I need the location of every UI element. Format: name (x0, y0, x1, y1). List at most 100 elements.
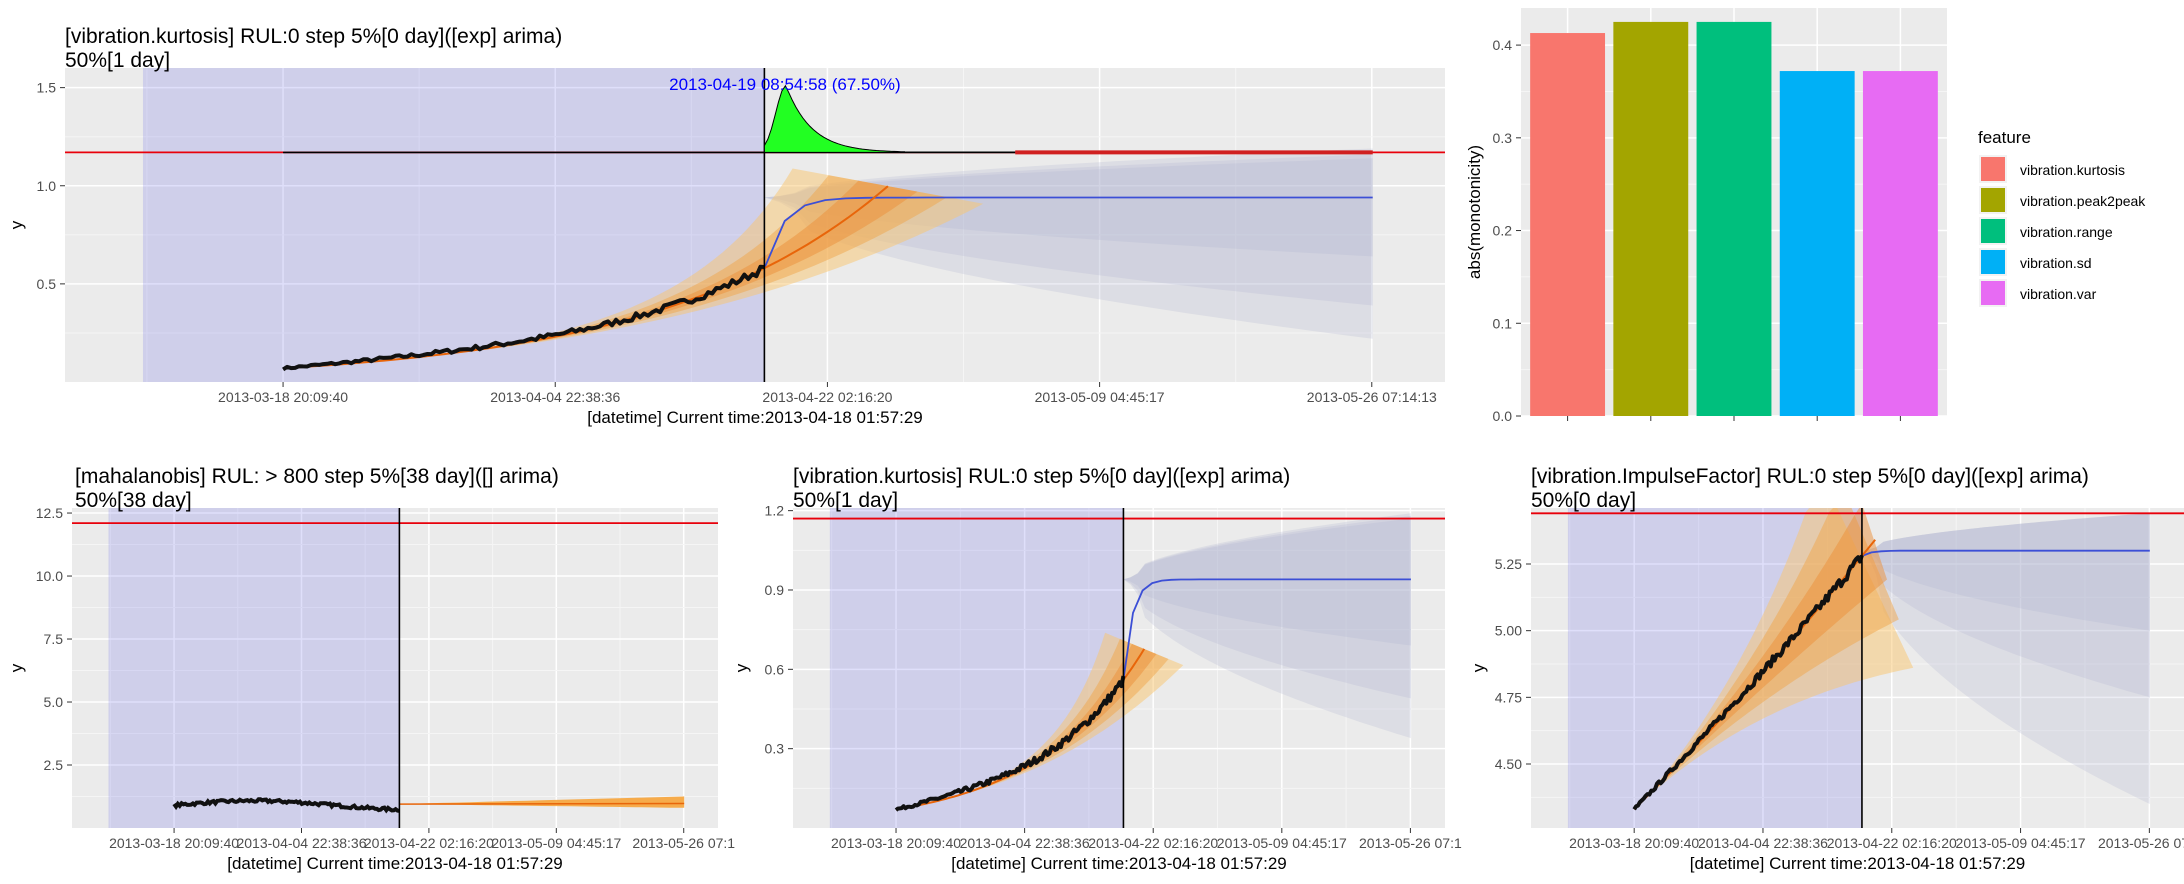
y-tick-label: 5.25 (1495, 556, 1522, 572)
panel-p1: 2013-04-19 08:54:58 (67.50%) 0.5 1.0 1.5 201… (7, 25, 1445, 427)
legend-label: vibration.sd (2020, 255, 2092, 271)
x-tick-label: 2013-04-04 22:38:36 (1698, 835, 1828, 851)
y-tick-label: 0.1 (1493, 315, 1513, 331)
history-data-line (894, 675, 1126, 812)
bar-0 (1530, 33, 1606, 416)
legend-label: vibration.var (2020, 286, 2097, 302)
x-tick-label: 2013-04-22 02:16:20 (364, 835, 494, 851)
plot-title-line2: 50%[1 day] (793, 489, 898, 512)
forecast-line (399, 802, 685, 805)
y-tick-label: 1.2 (765, 503, 785, 519)
y-tick-label: 7.5 (44, 631, 64, 647)
x-axis-label: [datetime] Current time:2013-04-18 01:57… (951, 854, 1286, 873)
x-tick-label: 2013-03-18 20:09:40 (831, 835, 961, 851)
y-tick-label: 0.3 (1493, 130, 1513, 146)
legend-swatch (1981, 188, 2005, 212)
x-tick-label: 2013-04-22 02:16:20 (1827, 835, 1957, 851)
arima-forecast-band (1861, 513, 2150, 804)
rul-annotation: 2013-04-19 08:54:58 (67.50%) (669, 75, 901, 94)
x-tick-label: 2013-05-09 04:45:17 (491, 835, 621, 851)
bar-4 (1862, 71, 1938, 417)
arima-forecast-band (1861, 513, 2150, 698)
exp-fit-band (896, 643, 1157, 810)
panel-p3: 0.3 0.6 0.9 1.2 2013-03-18 20:09:402013-04-0… (732, 465, 1462, 873)
y-tick-label: 0.6 (765, 661, 785, 677)
plot-title-line2: 50%[38 day] (75, 489, 192, 512)
exp-fit-band (283, 180, 918, 369)
plot-title-line1: [vibration.kurtosis] RUL:0 step 5%[0 day… (65, 25, 562, 48)
y-axis-label: y (7, 220, 26, 229)
history-data-line (282, 264, 765, 372)
x-tick-label: 2013-04-22 02:16:20 (1088, 835, 1218, 851)
y-axis-label: y (732, 663, 751, 672)
bar-3 (1779, 71, 1855, 417)
x-tick-label: 2013-05-26 07:1 (2098, 835, 2184, 851)
legend-label: vibration.range (2020, 224, 2113, 240)
y-tick-label: 2.5 (44, 757, 64, 773)
x-tick-label: 2013-05-09 04:45:17 (1956, 835, 2086, 851)
x-tick-label: 2013-03-18 20:09:40 (1569, 835, 1699, 851)
forecast-band (399, 796, 685, 808)
x-tick-label: 2013-05-26 07:14:13 (1307, 389, 1437, 405)
y-axis-label: y (1469, 663, 1488, 672)
bar-2 (1696, 21, 1772, 417)
y-tick-label: 10.0 (36, 568, 63, 584)
y-tick-label: 5.0 (44, 694, 64, 710)
x-tick-label: 2013-05-09 04:45:17 (1035, 389, 1165, 405)
history-shade (108, 508, 400, 828)
y-tick-label: 0.4 (1493, 37, 1513, 53)
x-tick-label: 2013-05-26 07:1 (632, 835, 735, 851)
history-data-line (1632, 554, 1864, 811)
arima-forecast-band (1861, 513, 2150, 631)
x-tick-label: 2013-05-26 07:1 (1359, 835, 1462, 851)
y-tick-label: 5.00 (1495, 623, 1522, 639)
x-tick-label: 2013-03-18 20:09:40 (218, 389, 348, 405)
history-data-line (172, 797, 400, 814)
y-axis-label: y (7, 663, 26, 672)
history-shade (829, 508, 1124, 828)
x-tick-label: 2013-04-04 22:38:36 (236, 835, 366, 851)
x-tick-label: 2013-05-09 04:45:17 (1217, 835, 1347, 851)
y-tick-label: 12.5 (36, 505, 63, 521)
x-tick-label: 2013-04-04 22:38:36 (490, 389, 620, 405)
y-tick-label: 1.0 (37, 178, 57, 194)
panel-background (72, 508, 718, 828)
rul-density (763, 84, 905, 153)
arima-forecast-band (1123, 518, 1411, 739)
history-shade (142, 68, 765, 382)
bar-1 (1613, 21, 1689, 417)
forecast-mean-line (1861, 549, 2150, 557)
plot-title-line1: [vibration.kurtosis] RUL:0 step 5%[0 day… (793, 465, 1290, 488)
panel-bar: 0.0 0.1 0.2 0.3 0.4 abs(monotonicity) feature v… (1465, 8, 2146, 424)
legend-swatch (1981, 157, 2005, 181)
y-tick-label: 4.75 (1495, 689, 1522, 705)
legend-label: vibration.peak2peak (2020, 193, 2146, 209)
arima-forecast-band (764, 148, 1373, 257)
y-axis-label: abs(monotonicity) (1465, 145, 1484, 279)
y-tick-label: 0.5 (37, 276, 57, 292)
forecast-mean-line (1122, 578, 1411, 681)
legend-swatch (1981, 281, 2005, 305)
legend-label: vibration.kurtosis (2020, 162, 2125, 178)
y-tick-label: 4.50 (1495, 756, 1522, 772)
exp-fit-band (896, 638, 1169, 810)
x-axis-label: [datetime] Current time:2013-04-18 01:57… (587, 408, 922, 427)
y-tick-label: 0.9 (765, 582, 785, 598)
x-tick-label: 2013-04-22 02:16:20 (762, 389, 892, 405)
plot-title-line2: 50%[1 day] (65, 49, 170, 72)
x-tick-label: 2013-03-18 20:09:40 (109, 835, 239, 851)
y-tick-label: 0.2 (1493, 223, 1513, 239)
plot-title-line1: [vibration.ImpulseFactor] RUL:0 step 5%[… (1531, 465, 2089, 488)
y-tick-label: 1.5 (37, 80, 57, 96)
legend-swatch (1981, 219, 2005, 243)
y-tick-label: 0.3 (765, 741, 785, 757)
legend-swatch (1981, 250, 2005, 274)
y-tick-label: 0.0 (1493, 408, 1513, 424)
x-axis-label: [datetime] Current time:2013-04-18 01:57… (227, 854, 562, 873)
arima-forecast-band (1123, 515, 1411, 699)
plot-title-line1: [mahalanobis] RUL: > 800 step 5%[38 day]… (75, 465, 559, 488)
exp-fit-band (1634, 508, 1887, 810)
